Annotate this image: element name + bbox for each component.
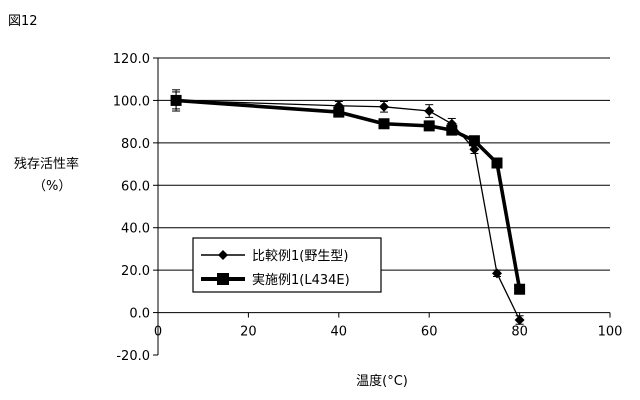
figure: -20.0 0.0 20.0 40.0 60.0 80.0 100.0 120.0 0 20 40 6… <box>0 0 640 400</box>
y-tick-label: 80.0 <box>121 137 150 152</box>
y-tick-label: 120.0 <box>113 52 150 67</box>
y-tick-label: 0.0 <box>129 307 150 322</box>
y-axis-title-line2: （%） <box>33 179 71 194</box>
y-axis-title-line1: 残存活性率 <box>14 156 79 172</box>
legend-label-wild: 比較例1(野生型) <box>252 249 348 264</box>
data-point-square <box>379 118 390 129</box>
data-point-square <box>492 158 503 169</box>
data-point-square <box>514 284 525 295</box>
y-tick-label: 100.0 <box>113 94 150 109</box>
chart-canvas: -20.0 0.0 20.0 40.0 60.0 80.0 100.0 120.0 0 20 40 6… <box>0 0 640 400</box>
x-tick-label: 100 <box>598 325 623 340</box>
data-point-square <box>171 95 182 106</box>
x-tick-label: 40 <box>331 325 348 340</box>
x-tick-label: 60 <box>421 325 438 340</box>
x-axis-title: 温度(°C) <box>356 373 408 389</box>
axis-layer: -20.0 0.0 20.0 40.0 60.0 80.0 100.0 120.0 0 20 40 6… <box>113 52 623 364</box>
legend-label-l434e: 実施例1(L434E) <box>252 272 350 288</box>
data-point-diamond <box>379 102 389 112</box>
data-point-square <box>333 107 344 118</box>
data-point-square <box>469 135 480 146</box>
legend-marker-square <box>217 273 229 285</box>
data-point-diamond <box>515 315 525 325</box>
legend: 比較例1(野生型) 実施例1(L434E) <box>193 238 381 292</box>
data-point-square <box>424 120 435 131</box>
y-tick-label: -20.0 <box>116 349 150 364</box>
y-tick-label: 60.0 <box>121 179 150 194</box>
data-point-square <box>446 125 457 136</box>
figure-label: 図12 <box>8 14 38 29</box>
x-tick-label: 80 <box>511 325 528 340</box>
x-tick-label: 0 <box>154 325 162 340</box>
data-point-diamond <box>424 106 434 116</box>
x-tick-label: 20 <box>240 325 257 340</box>
y-tick-label: 40.0 <box>121 222 150 237</box>
y-tick-label: 20.0 <box>121 264 150 279</box>
